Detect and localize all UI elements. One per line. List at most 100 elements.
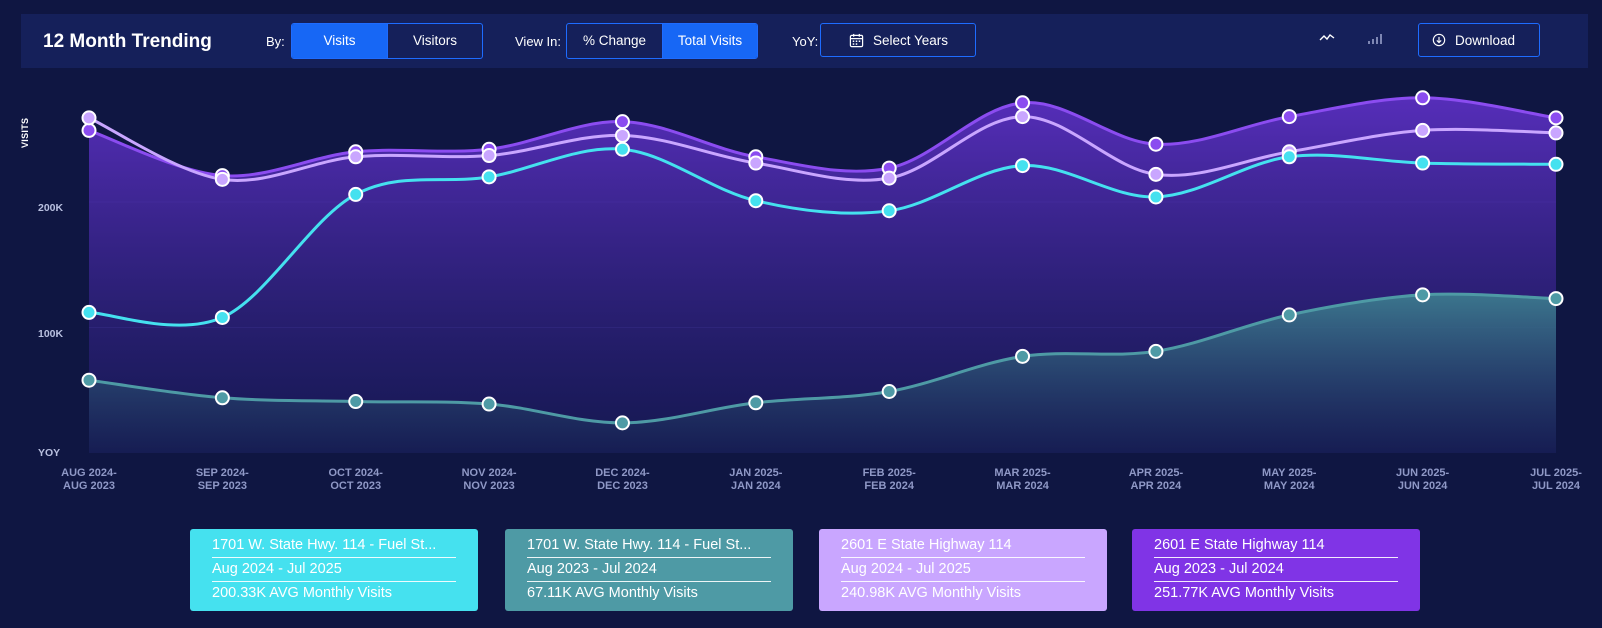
bar-chart-icon[interactable] <box>1367 32 1383 44</box>
data-point[interactable] <box>748 193 764 209</box>
y-tick-label: YOY <box>38 447 61 459</box>
data-point[interactable] <box>1148 189 1164 205</box>
trend-chart <box>81 90 1564 453</box>
view-percent-change-option[interactable]: % Change <box>582 33 647 48</box>
data-point[interactable] <box>614 127 630 143</box>
x-tick-line: JAN 2024 <box>731 479 781 492</box>
data-point[interactable] <box>614 114 630 130</box>
data-point[interactable] <box>214 390 230 406</box>
data-point[interactable] <box>1415 155 1431 171</box>
data-point[interactable] <box>1148 343 1164 359</box>
legend-item[interactable]: 1701 W. State Hwy. 114 - Fuel St... Aug 2… <box>190 529 478 611</box>
legend-line3: 251.77K AVG Monthly Visits <box>1154 585 1335 601</box>
x-tick-label: FEB 2025- FEB 2024 <box>844 467 934 492</box>
y-tick-label: 100K <box>38 328 64 340</box>
by-visitors-option[interactable]: Visitors <box>387 24 482 58</box>
legend-line1: 1701 W. State Hwy. 114 - Fuel St... <box>212 534 456 558</box>
data-point[interactable] <box>1015 109 1031 125</box>
select-years-label: Select Years <box>873 32 949 48</box>
data-point[interactable] <box>81 372 97 388</box>
data-point[interactable] <box>1148 166 1164 182</box>
x-tick-line: APR 2024 <box>1130 479 1182 492</box>
data-point[interactable] <box>348 186 364 202</box>
data-point[interactable] <box>1281 149 1297 165</box>
legend-item[interactable]: 2601 E State Highway 114 Aug 2023 - Jul 2… <box>1132 529 1420 611</box>
x-tick-line: JAN 2025- <box>729 467 783 479</box>
data-point[interactable] <box>1415 287 1431 303</box>
data-point[interactable] <box>348 149 364 165</box>
view-in-label: View In: <box>515 34 562 49</box>
legend-line2: Aug 2024 - Jul 2025 <box>212 558 456 582</box>
x-tick-line: DEC 2023 <box>597 479 648 492</box>
x-tick-line: JUN 2024 <box>1397 479 1448 492</box>
x-tick-line: FEB 2025- <box>862 467 916 479</box>
data-point[interactable] <box>748 155 764 171</box>
view-total-visits-option[interactable]: Total Visits <box>662 24 757 58</box>
legend-line2: Aug 2023 - Jul 2024 <box>527 558 771 582</box>
x-tick-label: OCT 2024- OCT 2023 <box>311 467 401 492</box>
series-line <box>88 115 1557 182</box>
data-point[interactable] <box>81 122 97 138</box>
by-visits-option[interactable]: Visits <box>292 24 387 58</box>
download-label: Download <box>1455 32 1516 48</box>
x-tick-line: MAY 2025- <box>1262 467 1317 479</box>
data-point[interactable] <box>1415 122 1431 138</box>
data-point[interactable] <box>1015 95 1031 111</box>
x-tick-line: DEC 2024- <box>595 467 650 479</box>
data-point[interactable] <box>348 394 364 410</box>
x-tick-label: SEP 2024- SEP 2023 <box>177 467 267 492</box>
select-years-button[interactable]: Select Years <box>820 23 976 57</box>
by-toggle: Visits Visitors <box>291 23 483 59</box>
data-point[interactable] <box>881 383 897 399</box>
data-point[interactable] <box>614 141 630 157</box>
x-tick-line: NOV 2023 <box>463 479 515 492</box>
data-point[interactable] <box>881 170 897 186</box>
download-button[interactable]: Download <box>1418 23 1540 57</box>
data-point[interactable] <box>481 396 497 412</box>
data-point[interactable] <box>1015 348 1031 364</box>
data-point[interactable] <box>1548 110 1564 126</box>
data-point[interactable] <box>614 415 630 431</box>
data-point[interactable] <box>214 171 230 187</box>
legend-item[interactable]: 2601 E State Highway 114 Aug 2024 - Jul 2… <box>819 529 1107 611</box>
data-point[interactable] <box>1415 90 1431 106</box>
x-tick-line: JUL 2024 <box>1531 479 1581 492</box>
x-tick-line: SEP 2024- <box>195 467 249 479</box>
y-tick-label: 200K <box>38 202 64 214</box>
legend-line2: Aug 2024 - Jul 2025 <box>841 558 1085 582</box>
data-point[interactable] <box>81 110 97 126</box>
data-point[interactable] <box>1548 291 1564 307</box>
data-point[interactable] <box>1015 158 1031 174</box>
x-tick-label: JAN 2025- JAN 2024 <box>711 467 801 492</box>
x-tick-line: NOV 2024- <box>461 467 517 479</box>
legend-line3: 240.98K AVG Monthly Visits <box>841 585 1022 601</box>
x-tick-line: APR 2025- <box>1128 467 1184 479</box>
legend-line2: Aug 2023 - Jul 2024 <box>1154 558 1398 582</box>
view-in-toggle: % Change Total Visits <box>566 23 758 59</box>
chart-toolbar: 12 Month Trending By: Visits Visitors Vi… <box>21 14 1588 68</box>
x-tick-line: OCT 2024- <box>328 467 383 479</box>
data-point[interactable] <box>1281 307 1297 323</box>
data-point[interactable] <box>1281 109 1297 125</box>
data-point[interactable] <box>1548 156 1564 172</box>
data-point[interactable] <box>81 304 97 320</box>
data-point[interactable] <box>481 148 497 164</box>
x-tick-label: DEC 2024- DEC 2023 <box>577 467 667 492</box>
download-icon <box>1432 33 1446 47</box>
data-point[interactable] <box>1548 125 1564 141</box>
data-point[interactable] <box>1148 136 1164 152</box>
x-tick-label: JUL 2025- JUL 2024 <box>1511 467 1601 492</box>
series-line <box>88 292 1557 425</box>
x-tick-line: JUN 2025- <box>1396 467 1450 479</box>
data-point[interactable] <box>481 169 497 185</box>
data-point[interactable] <box>881 203 897 219</box>
by-label: By: <box>266 34 285 49</box>
x-tick-line: MAR 2025- <box>994 467 1051 479</box>
legend-item[interactable]: 1701 W. State Hwy. 114 - Fuel St... Aug 2… <box>505 529 793 611</box>
legend-line3: 67.11K AVG Monthly Visits <box>527 585 698 601</box>
x-tick-label: NOV 2024- NOV 2023 <box>444 467 534 492</box>
line-chart-icon[interactable] <box>1319 32 1335 44</box>
calendar-icon <box>849 33 864 47</box>
data-point[interactable] <box>748 395 764 411</box>
data-point[interactable] <box>214 309 230 325</box>
